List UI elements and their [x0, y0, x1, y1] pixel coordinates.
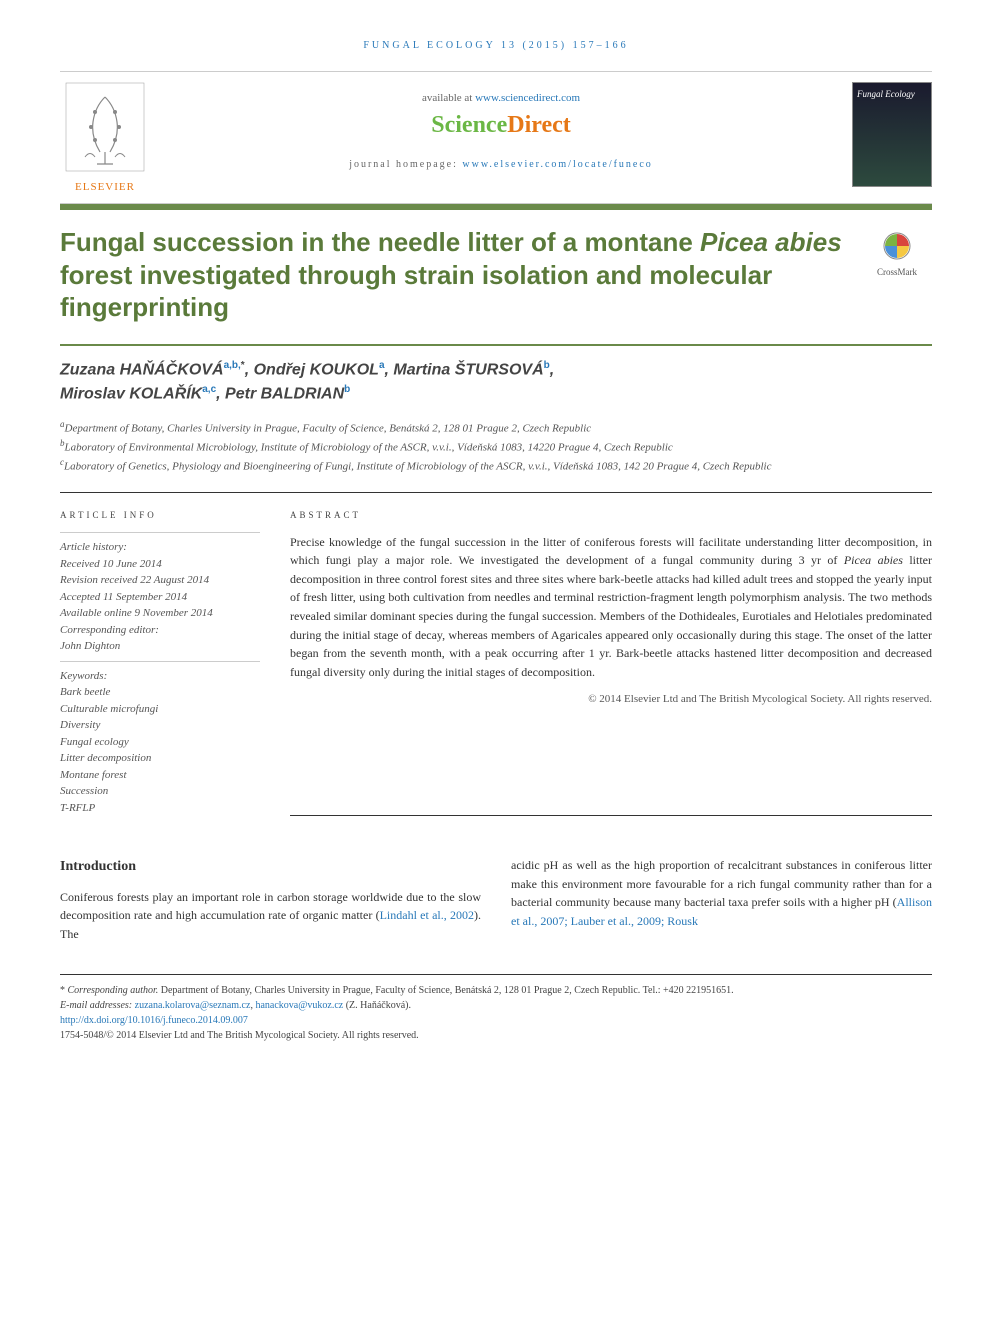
- abstract-italic: Picea abies: [844, 553, 903, 567]
- history-label: Article history:: [60, 539, 260, 556]
- author-5-aff[interactable]: b: [344, 384, 350, 395]
- author-sep: ,: [550, 361, 554, 378]
- elsevier-tree-icon: [65, 82, 145, 172]
- article-history-block: Article history: Received 10 June 2014 R…: [60, 532, 260, 662]
- elsevier-logo[interactable]: ELSEVIER: [60, 82, 150, 193]
- abstract-copyright: © 2014 Elsevier Ltd and The British Myco…: [290, 691, 932, 708]
- history-received: Received 10 June 2014: [60, 556, 260, 573]
- email-1[interactable]: zuzana.kolarova@seznam.cz: [135, 1000, 251, 1011]
- keyword-1: Culturable microfungi: [60, 701, 260, 718]
- elsevier-name: ELSEVIER: [60, 181, 150, 193]
- article-title: Fungal succession in the needle litter o…: [60, 226, 842, 324]
- abstract-heading: ABSTRACT: [290, 509, 932, 523]
- author-5: , Petr BALDRIAN: [216, 385, 344, 402]
- keywords-label: Keywords:: [60, 668, 260, 685]
- keyword-2: Diversity: [60, 717, 260, 734]
- cover-title: Fungal Ecology: [857, 89, 927, 99]
- affiliation-a: aDepartment of Botany, Charles Universit…: [60, 418, 932, 437]
- corr-editor-name: John Dighton: [60, 638, 260, 655]
- author-1-aff[interactable]: a,b,: [224, 360, 241, 371]
- homepage-prefix: journal homepage:: [349, 159, 462, 170]
- crossmark-badge[interactable]: CrossMark: [862, 226, 932, 277]
- author-list: Zuzana HAŇÁČKOVÁa,b,*, Ondřej KOUKOLa, M…: [60, 358, 932, 407]
- body-col-right: acidic pH as well as the high proportion…: [511, 856, 932, 943]
- intro-text-c: acidic pH as well as the high proportion…: [511, 858, 932, 909]
- intro-para-1: Coniferous forests play an important rol…: [60, 888, 481, 944]
- history-online: Available online 9 November 2014: [60, 605, 260, 622]
- doi-link[interactable]: http://dx.doi.org/10.1016/j.funeco.2014.…: [60, 1015, 248, 1026]
- corr-label: Corresponding author.: [68, 985, 159, 996]
- intro-cite-1[interactable]: Lindahl et al., 2002: [380, 908, 474, 922]
- aff-c-text: Laboratory of Genetics, Physiology and B…: [64, 461, 771, 473]
- corresponding-author-line: * Corresponding author. Department of Bo…: [60, 983, 932, 998]
- aff-a-text: Department of Botany, Charles University…: [65, 423, 592, 435]
- keyword-0: Bark beetle: [60, 684, 260, 701]
- email-line: E-mail addresses: zuzana.kolarova@seznam…: [60, 998, 932, 1013]
- sd-word-science: Science: [431, 112, 507, 138]
- title-part-a: Fungal succession in the needle litter o…: [60, 227, 700, 257]
- homepage-url[interactable]: www.elsevier.com/locate/funeco: [462, 159, 652, 170]
- author-4: Miroslav KOLAŘÍK: [60, 385, 202, 402]
- aff-b-text: Laboratory of Environmental Microbiology…: [65, 442, 673, 454]
- keyword-7: T-RFLP: [60, 800, 260, 817]
- doi-line: http://dx.doi.org/10.1016/j.funeco.2014.…: [60, 1013, 932, 1028]
- crossmark-label: CrossMark: [862, 267, 932, 277]
- available-at-prefix: available at: [422, 92, 475, 104]
- footer-block: * Corresponding author. Department of Bo…: [60, 974, 932, 1043]
- journal-citation-header: FUNGAL ECOLOGY 13 (2015) 157–166: [60, 40, 932, 51]
- history-accepted: Accepted 11 September 2014: [60, 589, 260, 606]
- author-3: , Martina ŠTURSOVÁ: [385, 361, 544, 378]
- author-1: Zuzana HAŇÁČKOVÁ: [60, 361, 224, 378]
- sd-word-direct: Direct: [507, 112, 571, 138]
- keywords-block: Keywords: Bark beetle Culturable microfu…: [60, 662, 260, 817]
- journal-cover-thumb[interactable]: Fungal Ecology: [852, 82, 932, 187]
- affiliation-b: bLaboratory of Environmental Microbiolog…: [60, 437, 932, 456]
- article-info-heading: ARTICLE INFO: [60, 509, 260, 523]
- body-columns: Introduction Coniferous forests play an …: [60, 856, 932, 943]
- keyword-3: Fungal ecology: [60, 734, 260, 751]
- author-4-aff[interactable]: a,c: [202, 384, 216, 395]
- issn-copyright-line: 1754-5048/© 2014 Elsevier Ltd and The Br…: [60, 1028, 932, 1043]
- affiliation-c: cLaboratory of Genetics, Physiology and …: [60, 456, 932, 475]
- intro-heading: Introduction: [60, 856, 481, 878]
- sciencedirect-block: available at www.sciencedirect.com Scien…: [170, 82, 832, 170]
- body-col-left: Introduction Coniferous forests play an …: [60, 856, 481, 943]
- corr-editor-label: Corresponding editor:: [60, 622, 260, 639]
- keyword-5: Montane forest: [60, 767, 260, 784]
- history-revised: Revision received 22 August 2014: [60, 572, 260, 589]
- available-at-line: available at www.sciencedirect.com: [170, 92, 832, 104]
- journal-homepage-line: journal homepage: www.elsevier.com/locat…: [170, 159, 832, 170]
- sciencedirect-url[interactable]: www.sciencedirect.com: [475, 92, 580, 104]
- title-part-italic: Picea abies: [700, 227, 842, 257]
- email-label: E-mail addresses:: [60, 1000, 135, 1011]
- crossmark-icon: [883, 232, 911, 260]
- abstract-b: litter decomposition in three control fo…: [290, 553, 932, 679]
- publisher-banner: ELSEVIER available at www.sciencedirect.…: [60, 71, 932, 204]
- intro-para-2: acidic pH as well as the high proportion…: [511, 856, 932, 930]
- corr-star: *: [60, 985, 68, 996]
- sciencedirect-logo[interactable]: ScienceDirect: [170, 112, 832, 139]
- article-info-col: ARTICLE INFO Article history: Received 1…: [60, 509, 260, 817]
- author-2: , Ondřej KOUKOL: [245, 361, 379, 378]
- title-part-c: forest investigated through strain isola…: [60, 260, 772, 323]
- keyword-4: Litter decomposition: [60, 750, 260, 767]
- keyword-6: Succession: [60, 783, 260, 800]
- email-name: (Z. Haňáčková).: [343, 1000, 411, 1011]
- abstract-col: ABSTRACT Precise knowledge of the fungal…: [290, 509, 932, 817]
- email-2[interactable]: hanackova@vukoz.cz: [255, 1000, 343, 1011]
- info-abstract-row: ARTICLE INFO Article history: Received 1…: [60, 492, 932, 817]
- journal-citation-link[interactable]: FUNGAL ECOLOGY 13 (2015) 157–166: [363, 40, 628, 51]
- affiliations-block: aDepartment of Botany, Charles Universit…: [60, 418, 932, 475]
- title-row: Fungal succession in the needle litter o…: [60, 204, 932, 346]
- abstract-a: Precise knowledge of the fungal successi…: [290, 535, 932, 568]
- corr-address: Department of Botany, Charles University…: [158, 985, 733, 996]
- abstract-text: Precise knowledge of the fungal successi…: [290, 533, 932, 682]
